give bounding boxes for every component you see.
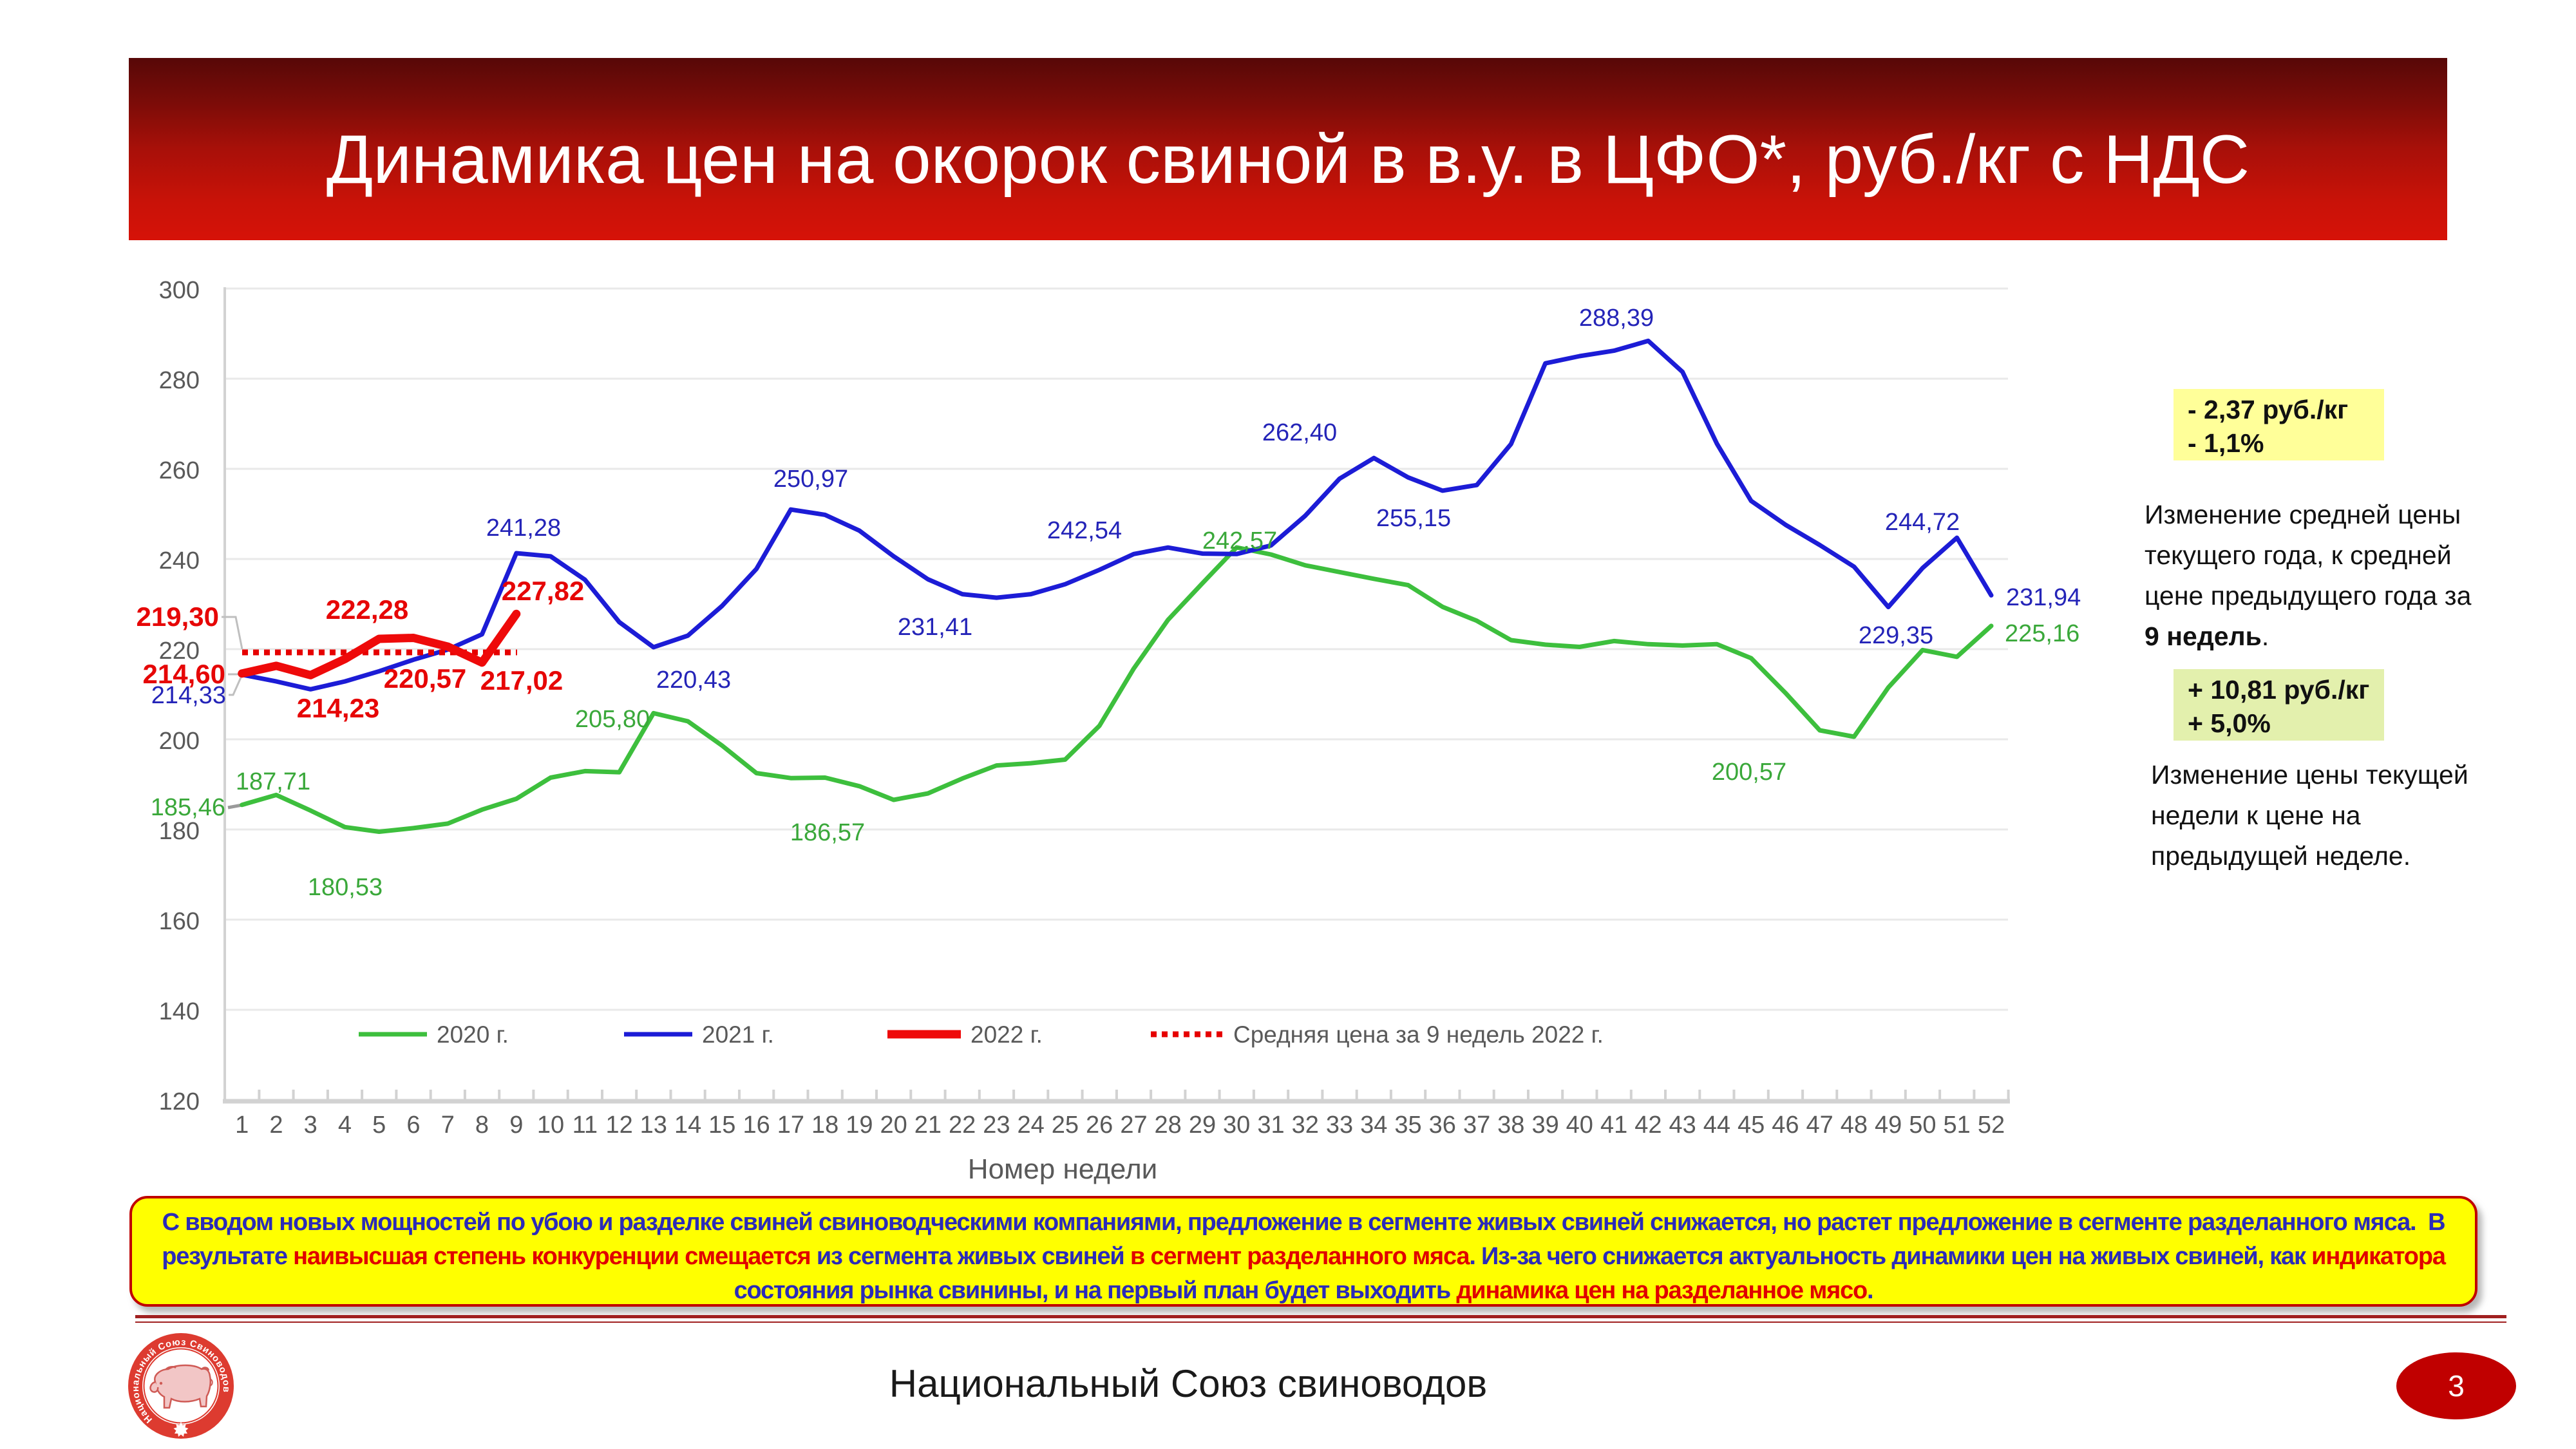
svg-text:7: 7 — [441, 1112, 455, 1139]
svg-text:219,30: 219,30 — [137, 601, 219, 632]
svg-text:4: 4 — [338, 1112, 352, 1139]
svg-text:20: 20 — [880, 1112, 907, 1139]
svg-text:38: 38 — [1497, 1112, 1524, 1139]
svg-text:21: 21 — [914, 1112, 942, 1139]
svg-text:17: 17 — [777, 1112, 804, 1139]
svg-text:42: 42 — [1634, 1112, 1662, 1139]
svg-text:140: 140 — [159, 998, 200, 1025]
svg-text:35: 35 — [1394, 1112, 1421, 1139]
svg-text:12: 12 — [605, 1112, 632, 1139]
svg-text:46: 46 — [1772, 1112, 1799, 1139]
svg-text:2022 г.: 2022 г. — [971, 1021, 1043, 1048]
svg-text:241,28: 241,28 — [486, 515, 561, 542]
svg-text:51: 51 — [1944, 1112, 1971, 1139]
svg-text:242,57: 242,57 — [1202, 527, 1277, 554]
svg-text:8: 8 — [475, 1112, 489, 1139]
svg-text:32: 32 — [1292, 1112, 1319, 1139]
svg-text:49: 49 — [1875, 1112, 1902, 1139]
svg-text:50: 50 — [1909, 1112, 1936, 1139]
svg-text:300: 300 — [159, 277, 200, 304]
svg-text:5: 5 — [372, 1112, 386, 1139]
svg-text:220,57: 220,57 — [384, 663, 466, 694]
svg-text:37: 37 — [1463, 1112, 1490, 1139]
svg-text:47: 47 — [1806, 1112, 1833, 1139]
svg-text:24: 24 — [1018, 1112, 1045, 1139]
svg-text:52: 52 — [1978, 1112, 2005, 1139]
svg-text:185,46: 185,46 — [151, 794, 225, 821]
svg-text:231,41: 231,41 — [898, 614, 972, 641]
svg-text:231,94: 231,94 — [2006, 584, 2081, 611]
svg-text:28: 28 — [1155, 1112, 1182, 1139]
svg-text:200: 200 — [159, 728, 200, 755]
svg-text:217,02: 217,02 — [480, 665, 563, 696]
svg-text:36: 36 — [1429, 1112, 1456, 1139]
svg-text:250,97: 250,97 — [773, 466, 848, 493]
svg-text:180,53: 180,53 — [308, 874, 383, 901]
svg-text:186,57: 186,57 — [790, 819, 865, 846]
svg-text:242,54: 242,54 — [1047, 517, 1122, 544]
svg-text:26: 26 — [1086, 1112, 1113, 1139]
svg-text:40: 40 — [1566, 1112, 1593, 1139]
svg-text:244,72: 244,72 — [1885, 509, 1960, 536]
svg-text:214,33: 214,33 — [151, 682, 226, 709]
svg-text:34: 34 — [1360, 1112, 1387, 1139]
svg-text:39: 39 — [1531, 1112, 1558, 1139]
svg-text:19: 19 — [846, 1112, 873, 1139]
svg-text:160: 160 — [159, 908, 200, 935]
svg-text:227,82: 227,82 — [502, 576, 584, 606]
svg-text:280: 280 — [159, 367, 200, 394]
svg-text:41: 41 — [1600, 1112, 1627, 1139]
svg-text:260: 260 — [159, 457, 200, 484]
svg-text:220: 220 — [159, 638, 200, 665]
svg-text:255,15: 255,15 — [1376, 505, 1451, 532]
svg-text:48: 48 — [1841, 1112, 1868, 1139]
svg-text:2021 г.: 2021 г. — [702, 1021, 774, 1048]
svg-text:240: 240 — [159, 547, 200, 574]
svg-text:229,35: 229,35 — [1859, 622, 1933, 649]
svg-text:2020 г.: 2020 г. — [437, 1021, 509, 1048]
svg-text:16: 16 — [743, 1112, 770, 1139]
svg-text:262,40: 262,40 — [1262, 419, 1337, 446]
svg-text:180: 180 — [159, 818, 200, 845]
svg-text:33: 33 — [1326, 1112, 1353, 1139]
svg-text:214,23: 214,23 — [297, 693, 379, 723]
svg-text:120: 120 — [159, 1088, 200, 1115]
svg-text:30: 30 — [1223, 1112, 1250, 1139]
svg-text:220,43: 220,43 — [656, 667, 731, 694]
svg-text:14: 14 — [674, 1112, 701, 1139]
svg-text:9: 9 — [509, 1112, 523, 1139]
svg-text:10: 10 — [537, 1112, 564, 1139]
svg-text:29: 29 — [1189, 1112, 1216, 1139]
svg-text:214,60: 214,60 — [143, 659, 225, 689]
svg-text:25: 25 — [1052, 1112, 1079, 1139]
svg-text:222,28: 222,28 — [326, 594, 408, 625]
svg-text:Средняя цена за 9 недель 2022: Средняя цена за 9 недель 2022 г. — [1233, 1021, 1604, 1048]
svg-text:13: 13 — [640, 1112, 667, 1139]
svg-text:225,16: 225,16 — [2005, 620, 2079, 647]
svg-text:2: 2 — [269, 1112, 283, 1139]
svg-text:43: 43 — [1669, 1112, 1696, 1139]
svg-text:187,71: 187,71 — [236, 768, 310, 795]
svg-text:1: 1 — [235, 1112, 249, 1139]
svg-text:288,39: 288,39 — [1579, 305, 1654, 332]
svg-text:6: 6 — [406, 1112, 420, 1139]
svg-text:205,80: 205,80 — [575, 706, 650, 733]
svg-text:23: 23 — [983, 1112, 1010, 1139]
svg-text:18: 18 — [811, 1112, 838, 1139]
svg-text:3: 3 — [304, 1112, 317, 1139]
svg-text:22: 22 — [949, 1112, 976, 1139]
svg-text:Номер недели: Номер недели — [968, 1153, 1157, 1185]
svg-text:44: 44 — [1703, 1112, 1730, 1139]
svg-text:200,57: 200,57 — [1712, 759, 1786, 786]
svg-text:45: 45 — [1738, 1112, 1765, 1139]
svg-text:11: 11 — [573, 1112, 598, 1139]
svg-text:27: 27 — [1120, 1112, 1147, 1139]
svg-text:15: 15 — [708, 1112, 735, 1139]
svg-text:31: 31 — [1257, 1112, 1284, 1139]
